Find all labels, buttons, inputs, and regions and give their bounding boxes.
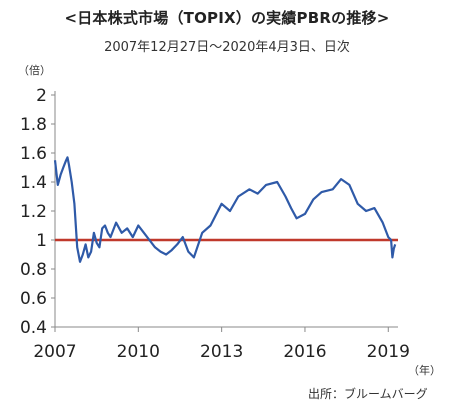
y-tick-label: 1.4 <box>20 173 47 193</box>
x-tick-label: 2010 <box>117 342 160 362</box>
source-note: 出所：ブルームバーグ <box>308 387 428 401</box>
x-tick-label: 2016 <box>283 342 326 362</box>
y-tick-label: 1.8 <box>20 115 47 135</box>
y-tick-label: 1 <box>36 231 47 251</box>
y-tick-label: 0.6 <box>20 289 47 309</box>
y-tick-label: 0.8 <box>20 260 47 280</box>
y-axis-unit: （倍） <box>18 64 51 77</box>
y-tick-label: 1.2 <box>20 202 47 222</box>
y-tick-label: 2 <box>36 86 47 106</box>
x-tick-label: 2019 <box>367 342 410 362</box>
y-tick-label: 1.6 <box>20 144 47 164</box>
x-tick-label: 2013 <box>200 342 243 362</box>
x-axis-unit: （年） <box>408 364 441 377</box>
chart-title: <日本株式市場（TOPIX）の実績PBRの推移> <box>64 9 390 27</box>
pbr-series-line <box>53 156 397 263</box>
x-tick-label: 2007 <box>33 342 76 362</box>
chart-subtitle: 2007年12月27日～2020年4月3日、日次 <box>104 40 350 55</box>
y-tick-label: 0.4 <box>20 318 47 338</box>
